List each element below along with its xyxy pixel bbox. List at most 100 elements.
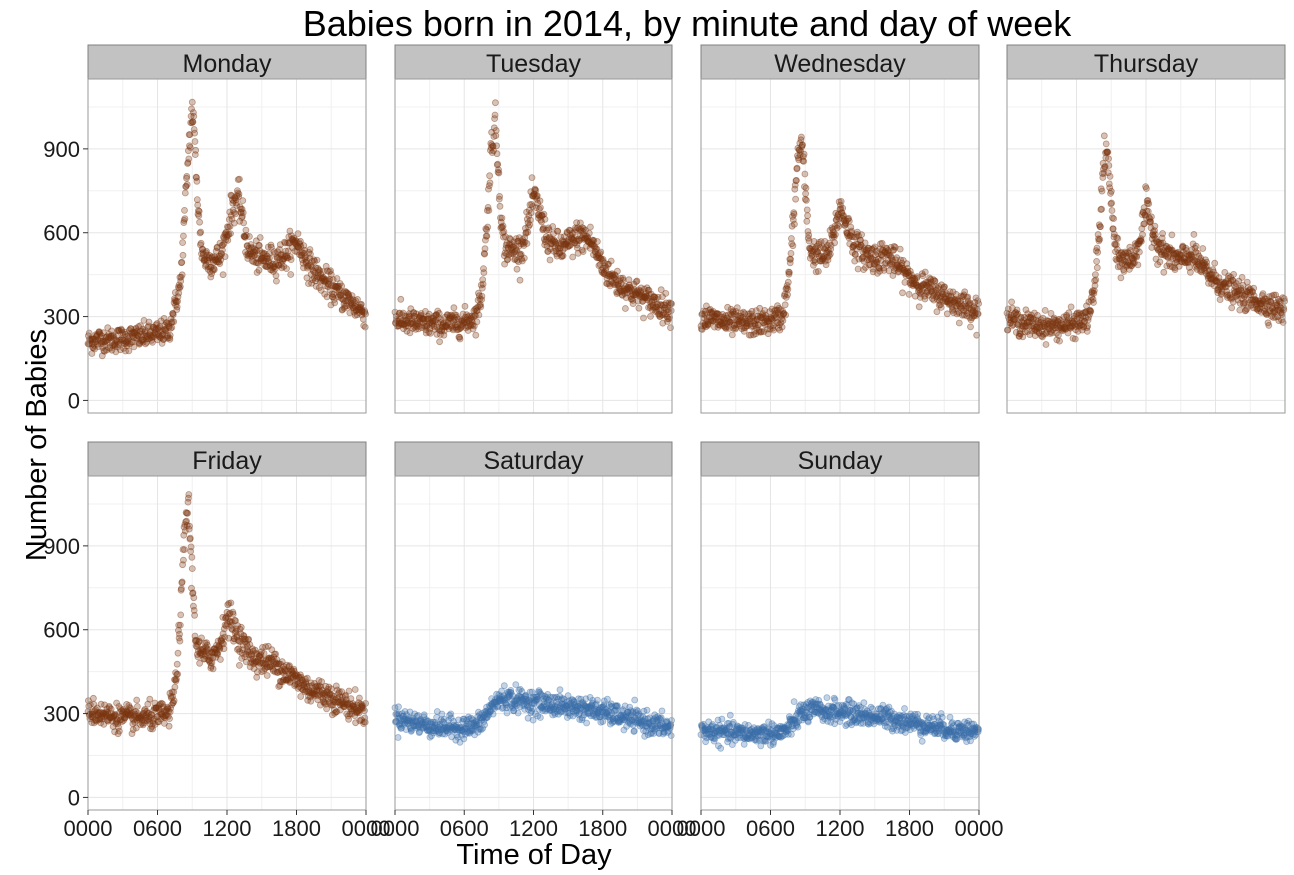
data-point: [1114, 235, 1122, 242]
data-point: [184, 159, 192, 166]
data-point: [480, 269, 488, 277]
data-point: [802, 184, 810, 192]
data-point: [155, 327, 163, 334]
data-point: [91, 338, 99, 346]
data-point: [491, 111, 499, 119]
data-point: [1098, 187, 1106, 195]
data-point: [194, 207, 202, 215]
data-point: [397, 295, 405, 303]
data-point: [631, 696, 639, 704]
data-point: [187, 543, 195, 551]
data-point: [194, 210, 202, 218]
data-point: [313, 256, 321, 264]
data-point: [215, 255, 222, 263]
data-point: [177, 611, 185, 619]
data-point: [197, 239, 205, 247]
y-tick-label: 600: [43, 618, 80, 643]
data-point: [726, 711, 734, 719]
data-point: [107, 332, 115, 340]
data-point: [215, 258, 223, 266]
data-point: [91, 345, 98, 353]
data-point: [169, 309, 177, 317]
data-point: [183, 181, 191, 188]
data-point: [845, 217, 853, 225]
data-point: [520, 254, 528, 262]
data-point: [165, 722, 173, 730]
data-point: [585, 229, 593, 237]
data-point: [124, 332, 132, 340]
data-point: [899, 289, 906, 297]
data-point: [802, 190, 809, 198]
data-point: [85, 340, 93, 348]
data-point: [171, 683, 179, 691]
data-point: [858, 231, 865, 239]
data-point: [160, 336, 168, 343]
data-point: [113, 343, 121, 351]
data-point: [110, 335, 118, 342]
data-point: [1091, 282, 1099, 289]
data-point: [150, 333, 158, 341]
data-point: [128, 338, 136, 346]
y-tick-label: 900: [43, 137, 80, 162]
data-point: [90, 341, 98, 349]
data-point: [536, 197, 544, 205]
panel-grid: [87, 476, 367, 810]
data-point: [90, 335, 98, 343]
data-point: [103, 346, 110, 354]
data-point: [1042, 341, 1050, 348]
data-point: [1211, 259, 1219, 267]
data-point: [149, 323, 157, 331]
data-point: [1159, 230, 1166, 237]
data-point: [493, 142, 501, 150]
data-point: [86, 336, 94, 344]
data-point: [147, 327, 155, 335]
data-point: [1148, 213, 1155, 221]
data-point: [137, 322, 144, 330]
data-point: [181, 189, 189, 197]
x-tick-label: 1200: [509, 816, 558, 841]
data-point: [222, 228, 230, 236]
data-point: [778, 323, 786, 331]
data-point: [200, 257, 208, 265]
data-point: [450, 304, 458, 312]
data-point: [941, 283, 948, 291]
data-point: [126, 340, 134, 348]
data-point: [155, 324, 163, 332]
data-point: [225, 223, 232, 231]
data-point: [120, 337, 128, 345]
data-point: [97, 337, 104, 345]
data-point: [195, 207, 203, 215]
x-tick-label: 0000: [64, 816, 113, 841]
data-point: [145, 335, 153, 343]
data-point: [185, 131, 193, 139]
x-tick-label: 0600: [440, 816, 489, 841]
data-point: [179, 251, 187, 259]
data-point: [196, 218, 204, 226]
data-point: [1138, 237, 1145, 245]
data-point: [151, 329, 159, 337]
data-point: [151, 330, 159, 338]
data-point: [158, 331, 166, 339]
panel-grid: [1006, 79, 1286, 413]
data-point: [224, 231, 232, 239]
data-point: [174, 297, 182, 305]
data-point: [1108, 207, 1116, 214]
data-point: [499, 222, 507, 230]
data-point: [143, 339, 151, 346]
data-point: [486, 179, 494, 187]
data-point: [181, 206, 188, 214]
data-point: [139, 325, 147, 333]
data-point: [138, 327, 146, 335]
data-point: [805, 231, 813, 239]
data-point: [790, 698, 798, 705]
data-point: [93, 331, 101, 339]
x-tick-label: 0600: [133, 816, 182, 841]
data-point: [1041, 306, 1049, 314]
data-point: [203, 251, 211, 259]
data-point: [140, 331, 148, 339]
data-point: [220, 240, 228, 248]
data-point: [176, 630, 183, 638]
data-point: [89, 343, 96, 351]
data-point: [728, 331, 736, 339]
data-point: [133, 335, 141, 342]
